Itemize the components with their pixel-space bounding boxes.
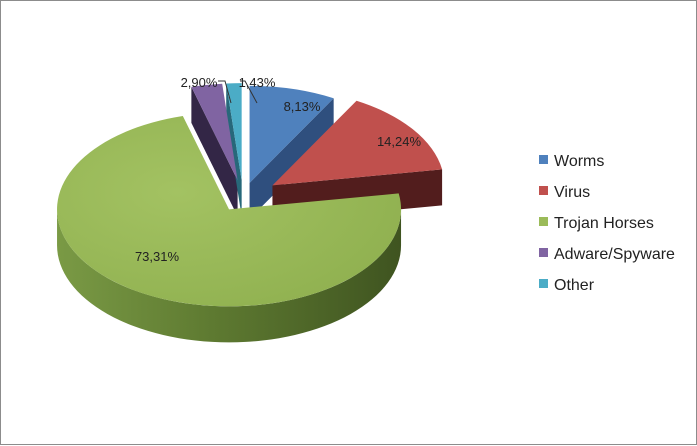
leader-line-adware-spyware [218,80,232,104]
legend-label: Worms [554,153,604,170]
legend-swatch [539,186,548,195]
slice-trojan-horses [57,115,402,307]
legend-item-adware-spyware: Adware/Spyware [539,246,675,263]
slice-cut-other [226,83,242,217]
slice-adware-spyware [191,83,238,181]
leader-line-other [240,80,258,104]
slice-cut-worms [249,98,334,219]
legend-item-trojan-horses: Trojan Horses [539,215,654,232]
legend-swatch [539,155,548,164]
legend-label: Other [554,277,595,294]
data-label-other: 1,43% [239,75,276,90]
legend-swatch [539,248,548,257]
slice-side-trojan-horses [57,209,402,343]
legend-label: Adware/Spyware [554,246,675,263]
data-label-worms: 8,13% [284,99,321,114]
data-label-trojan-horses: 73,31% [135,249,180,264]
legend-item-virus: Virus [539,184,590,201]
slice-virus [272,100,443,186]
slice-other [226,83,242,181]
data-label-virus: 14,24% [377,134,422,149]
legend-swatch [539,279,548,288]
slice-cut-adware-spyware [191,86,238,217]
data-label-adware-spyware: 2,90% [181,75,218,90]
legend-label: Virus [554,184,590,201]
legend-label: Trojan Horses [554,215,654,232]
slice-worms [249,85,334,183]
legend-item-worms: Worms [539,153,604,170]
legend-item-other: Other [539,277,595,294]
legend-swatch [539,217,548,226]
